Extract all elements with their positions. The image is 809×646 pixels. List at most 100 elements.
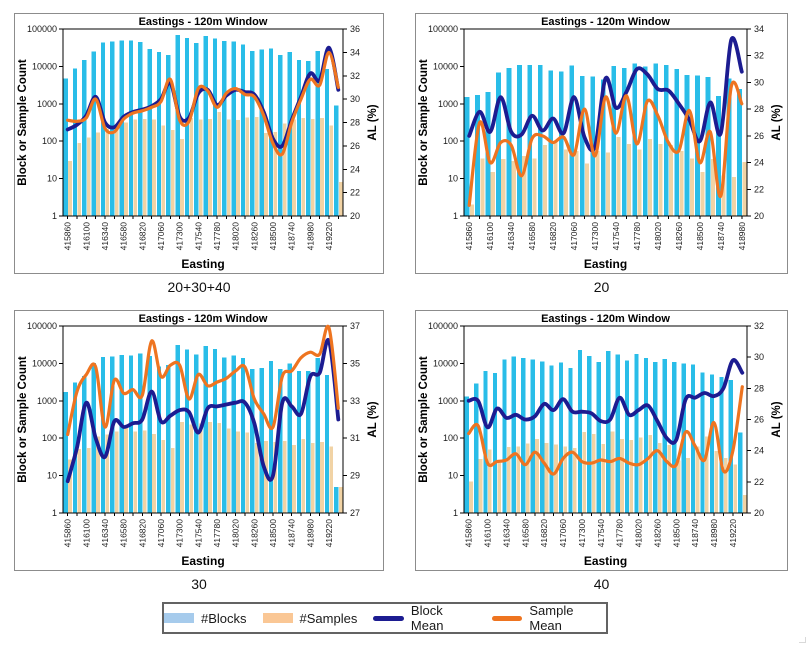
chart-text: 34 xyxy=(754,24,764,34)
chart-text: 418740 xyxy=(690,519,700,548)
legend-label-block-mean: Block Mean xyxy=(410,603,444,633)
chart-text: Easting xyxy=(181,554,224,568)
chart-text: 100000 xyxy=(428,321,458,331)
chart-text: 1 xyxy=(453,508,458,518)
chart-text: 29 xyxy=(350,471,360,481)
chart-text: 417300 xyxy=(590,222,600,251)
chart-text: 418740 xyxy=(287,519,297,548)
chart-text: 1000 xyxy=(438,99,458,109)
chart-text: Block or Sample Count xyxy=(17,59,29,186)
chart-text: 416580 xyxy=(520,519,530,548)
chart-text: 418260 xyxy=(652,519,662,548)
chart-text: 36 xyxy=(350,24,360,34)
chart-text: 418020 xyxy=(231,222,241,251)
legend-label-samples: #Samples xyxy=(299,610,358,626)
chart-text: 416100 xyxy=(485,222,495,251)
chart-text: 27 xyxy=(350,508,360,518)
chart-text: 10000 xyxy=(433,358,458,368)
chart-text: 419220 xyxy=(324,222,334,251)
chart-text: 416580 xyxy=(527,222,537,251)
chart-text: 1 xyxy=(52,211,57,221)
chart-text: 100 xyxy=(42,433,57,443)
chart-panel-30: 1 10 100 1000 10000 100000 27 29 31 33 35 37 415860 4… xyxy=(14,310,384,571)
chart-text: 24 xyxy=(754,158,764,168)
chart-text: 1 xyxy=(52,508,57,518)
chart-text: 416580 xyxy=(119,519,129,548)
chart-text: 10 xyxy=(47,471,57,481)
chart-text: AL (%) xyxy=(367,104,379,140)
samples-bars xyxy=(469,136,747,216)
chart-text: Eastings - 120m Window xyxy=(139,313,268,325)
chart-text: 10000 xyxy=(433,61,458,71)
legend-item-samples: #Samples xyxy=(262,610,358,626)
chart-text: Easting xyxy=(584,554,627,568)
chart-text: 26 xyxy=(754,131,764,141)
sample-mean-line-swatch-icon xyxy=(491,615,523,621)
chart-text: 416580 xyxy=(119,222,129,251)
chart-svg-40: 1 10 100 1000 10000 100000 20 22 24 26 28 30 32 41586… xyxy=(418,313,783,568)
chart-text: 418500 xyxy=(671,519,681,548)
chart-text: 418500 xyxy=(695,222,705,251)
chart-text: 418980 xyxy=(305,519,315,548)
chart-text: 417300 xyxy=(175,519,185,548)
chart-text: 417780 xyxy=(212,222,222,251)
chart-text: 30 xyxy=(754,77,764,87)
legend-item-blocks: #Blocks xyxy=(164,611,247,626)
blocks-swatch-icon xyxy=(164,613,194,623)
chart-text: 10000 xyxy=(32,61,57,71)
chart-text: 415860 xyxy=(63,519,73,548)
chart-text: Eastings - 120m Window xyxy=(541,313,670,325)
chart-text: 416340 xyxy=(100,519,110,548)
chart-text: 418020 xyxy=(231,519,241,548)
sample-mean-line xyxy=(66,324,340,437)
sample-mean-line xyxy=(66,50,340,157)
chart-text: 417060 xyxy=(558,519,568,548)
samples-swatch-icon xyxy=(262,613,293,623)
chart-text: 418500 xyxy=(268,519,278,548)
chart-text: 416340 xyxy=(100,222,110,251)
chart-text: 415860 xyxy=(464,222,474,251)
chart-text: 417540 xyxy=(596,519,606,548)
chart-text: Eastings - 120m Window xyxy=(139,16,268,28)
chart-text: 417300 xyxy=(175,222,185,251)
chart-text: 32 xyxy=(350,71,360,81)
chart-text: Eastings - 120m Window xyxy=(541,16,670,28)
chart-text: AL (%) xyxy=(367,401,379,437)
chart-text: 418020 xyxy=(653,222,663,251)
chart-text: 22 xyxy=(350,188,360,198)
chart-text: 416340 xyxy=(502,519,512,548)
chart-text: 10000 xyxy=(32,358,57,368)
chart-text: 33 xyxy=(350,396,360,406)
chart-text: Block or Sample Count xyxy=(418,59,430,186)
chart-text: 35 xyxy=(350,358,360,368)
legend-label-sample-mean: Sample Mean xyxy=(529,603,574,633)
chart-text: 30 xyxy=(350,94,360,104)
chart-text: 34 xyxy=(350,47,360,57)
chart-text: 100000 xyxy=(27,321,57,331)
chart-text: 417780 xyxy=(615,519,625,548)
chart-text: 417300 xyxy=(577,519,587,548)
legend-item-block-mean: Block Mean xyxy=(373,603,475,633)
chart-text: 20 xyxy=(350,211,360,221)
chart-text: 100000 xyxy=(428,24,458,34)
chart-text: 1000 xyxy=(37,99,57,109)
chart-text: 32 xyxy=(754,51,764,61)
chart-text: 26 xyxy=(350,141,360,151)
chart-text: 417780 xyxy=(632,222,642,251)
chart-text: 1 xyxy=(453,211,458,221)
chart-text: 417780 xyxy=(212,519,222,548)
chart-panel-40: 1 10 100 1000 10000 100000 20 22 24 26 28 30 32 41586… xyxy=(415,310,788,571)
chart-svg-20: 1 10 100 1000 10000 100000 20 22 24 26 28 30 32 34 415… xyxy=(418,16,783,271)
chart-panel-sum-20-30-40: 1 10 100 1000 10000 100000 20 22 24 26 28 30 32 34 36 4… xyxy=(14,13,384,274)
chart-text: 416820 xyxy=(539,519,549,548)
chart-text: 416100 xyxy=(81,222,91,251)
chart-text: 416820 xyxy=(137,519,147,548)
panel-caption-sum: 20+30+40 xyxy=(167,279,231,295)
legend-item-sample-mean: Sample Mean xyxy=(491,603,606,633)
chart-text: 37 xyxy=(350,321,360,331)
legend-label-blocks: #Blocks xyxy=(201,610,247,626)
samples-bars xyxy=(68,112,343,216)
chart-text: 418980 xyxy=(305,222,315,251)
chart-text: Block or Sample Count xyxy=(418,356,430,483)
